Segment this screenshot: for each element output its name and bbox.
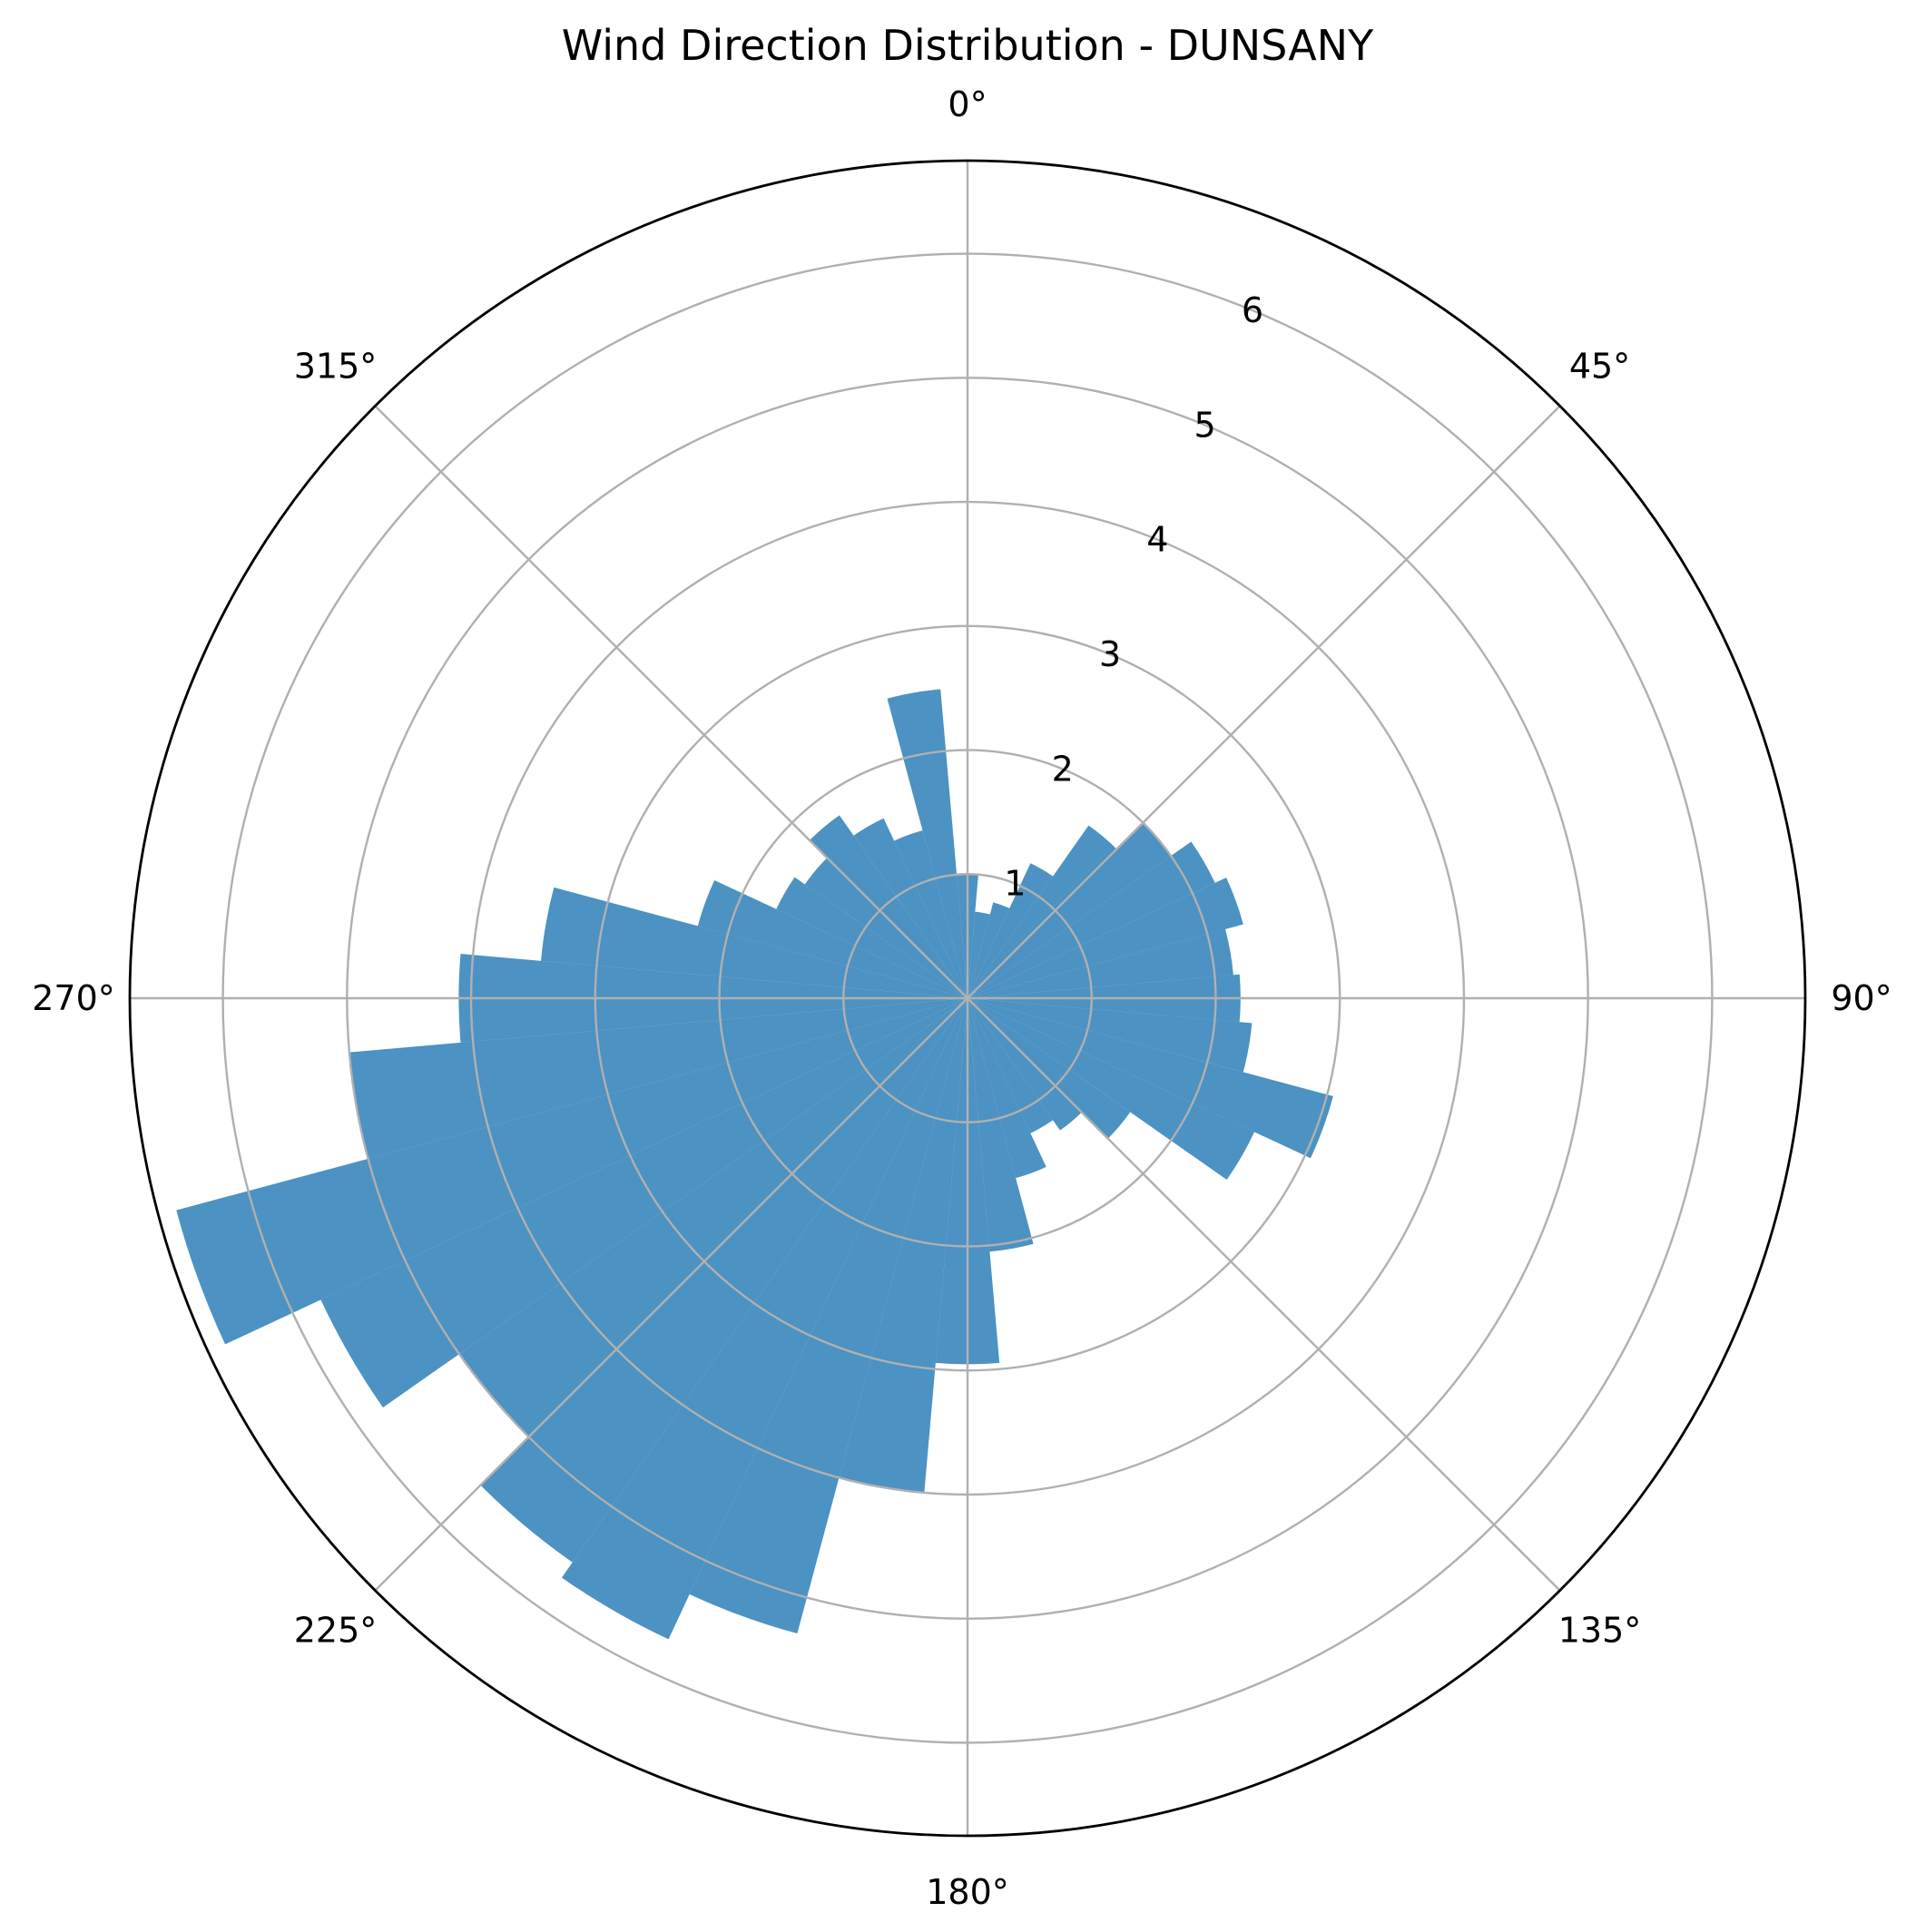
bar-80 [968,928,1233,998]
angle-tick-label: 45° [1569,347,1630,387]
radial-tick-labels: 1 2 3 4 5 6 [1004,290,1263,904]
bar-330 [853,818,968,998]
radial-tick-label: 5 [1194,405,1216,445]
bar-120 [968,998,1255,1180]
bar-170 [968,998,1034,1252]
radial-tick-label: 1 [1004,864,1026,904]
bar-340 [894,830,968,998]
bar-280 [541,887,968,998]
angular-gridline [967,997,1561,1592]
bar-40 [968,825,1117,998]
bar-350 [887,689,968,998]
bar-310 [804,858,968,998]
angle-tick-label: 315° [294,347,378,387]
bar-20 [968,902,1010,998]
bar-210 [561,998,968,1640]
bar-300 [776,877,968,998]
bar-10 [968,911,990,998]
bar-100 [968,998,1253,1073]
bar-240 [320,998,968,1407]
angle-tick-label: 135° [1558,1611,1642,1651]
angle-tick-label: 180° [926,1872,1009,1912]
bar-230 [458,998,968,1437]
bar-140 [968,998,1082,1131]
angle-tick-label: 225° [294,1611,378,1651]
bar-30 [968,863,1054,998]
grid-group [128,159,1807,1838]
bar-50 [968,822,1172,998]
angular-gridline [967,405,1561,999]
bar-60 [968,841,1215,998]
bar-150 [968,998,1054,1133]
radial-tick-label: 2 [1052,749,1074,789]
bar-130 [968,998,1131,1139]
angular-gridline [374,997,968,1592]
angle-tick-labels: 0° 45° 90° 135° 180° 225° 270° 315° [32,84,1891,1912]
radial-tick-label: 3 [1099,634,1121,674]
angle-tick-label: 90° [1831,978,1891,1018]
bar-320 [809,815,968,998]
radial-tick-label: 4 [1146,520,1168,560]
angular-gridline [374,405,968,999]
angle-tick-label: 0° [948,84,987,124]
bar-290 [697,879,968,998]
bar-70 [968,878,1243,998]
bar-250 [176,998,968,1345]
bar-200 [689,998,968,1634]
bar-110 [968,998,1333,1159]
chart-title: Wind Direction Distribution - DUNSANY [562,21,1374,70]
outer-frame [128,159,1807,1838]
bars-group [176,689,1333,1640]
bar-190 [839,998,968,1493]
bar-260 [349,998,968,1159]
bar-160 [968,998,1046,1179]
radial-tick-label: 6 [1242,290,1263,330]
angle-tick-label: 270° [32,978,115,1018]
